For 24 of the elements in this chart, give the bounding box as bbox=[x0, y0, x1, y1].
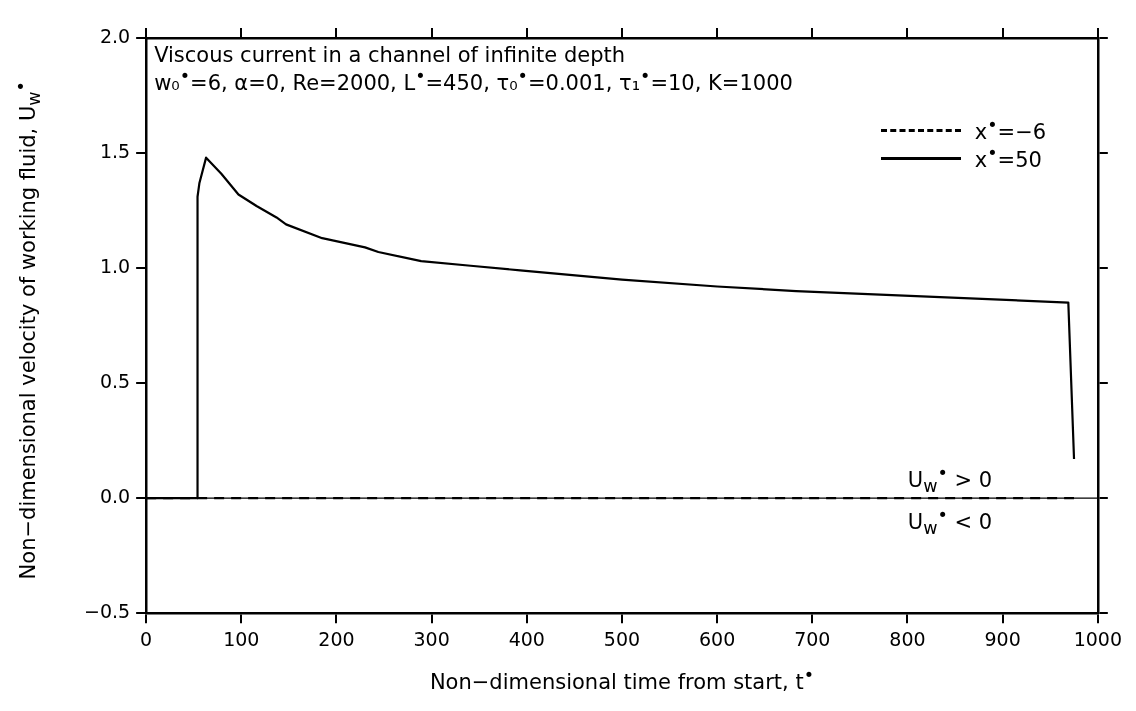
text: w₀$^{•}$=6, α=0, Re=2000, L$^{•}$=450, τ₀$^{•}$=0.001, τ₁$^{•}$=10, K=1000 bbox=[154, 66, 793, 96]
x-tick-label: 500 bbox=[603, 627, 641, 650]
legend-label: x$^{•}$=50 bbox=[974, 143, 1043, 173]
x-tick-label: 300 bbox=[413, 627, 450, 650]
x-tick-label: 400 bbox=[508, 627, 545, 650]
y-tick-label: 0.0 bbox=[99, 485, 131, 508]
x-axis-title: Non−dimensional time from start, t$^{•}$ bbox=[428, 665, 815, 695]
y-tick-label: 2.0 bbox=[99, 24, 131, 47]
annotation: U$_{w}$$^{•}$ < 0 bbox=[907, 505, 993, 539]
legend-label: x$^{•}$=−6 bbox=[974, 115, 1048, 145]
x-tick-label: 700 bbox=[794, 627, 831, 650]
chart-title: Viscous current in a channel of infinite depth bbox=[154, 43, 627, 68]
x-tick-label: 100 bbox=[223, 627, 260, 650]
y-tick-label: 1.0 bbox=[99, 255, 131, 278]
x-tick-label: 1000 bbox=[1073, 627, 1122, 650]
annotation: U$_{w}$$^{•}$ > 0 bbox=[907, 463, 993, 497]
y-tick-label: 1.5 bbox=[99, 139, 131, 162]
x-tick-label: 800 bbox=[889, 627, 926, 650]
x-tick-label: 900 bbox=[984, 627, 1021, 650]
y-tick-label: 0.5 bbox=[99, 370, 131, 393]
x-tick-label: 200 bbox=[318, 627, 355, 650]
y-tick-label: −0.5 bbox=[84, 600, 131, 623]
x-tick-label: 0 bbox=[140, 627, 153, 650]
x-tick-label: 600 bbox=[699, 627, 736, 650]
